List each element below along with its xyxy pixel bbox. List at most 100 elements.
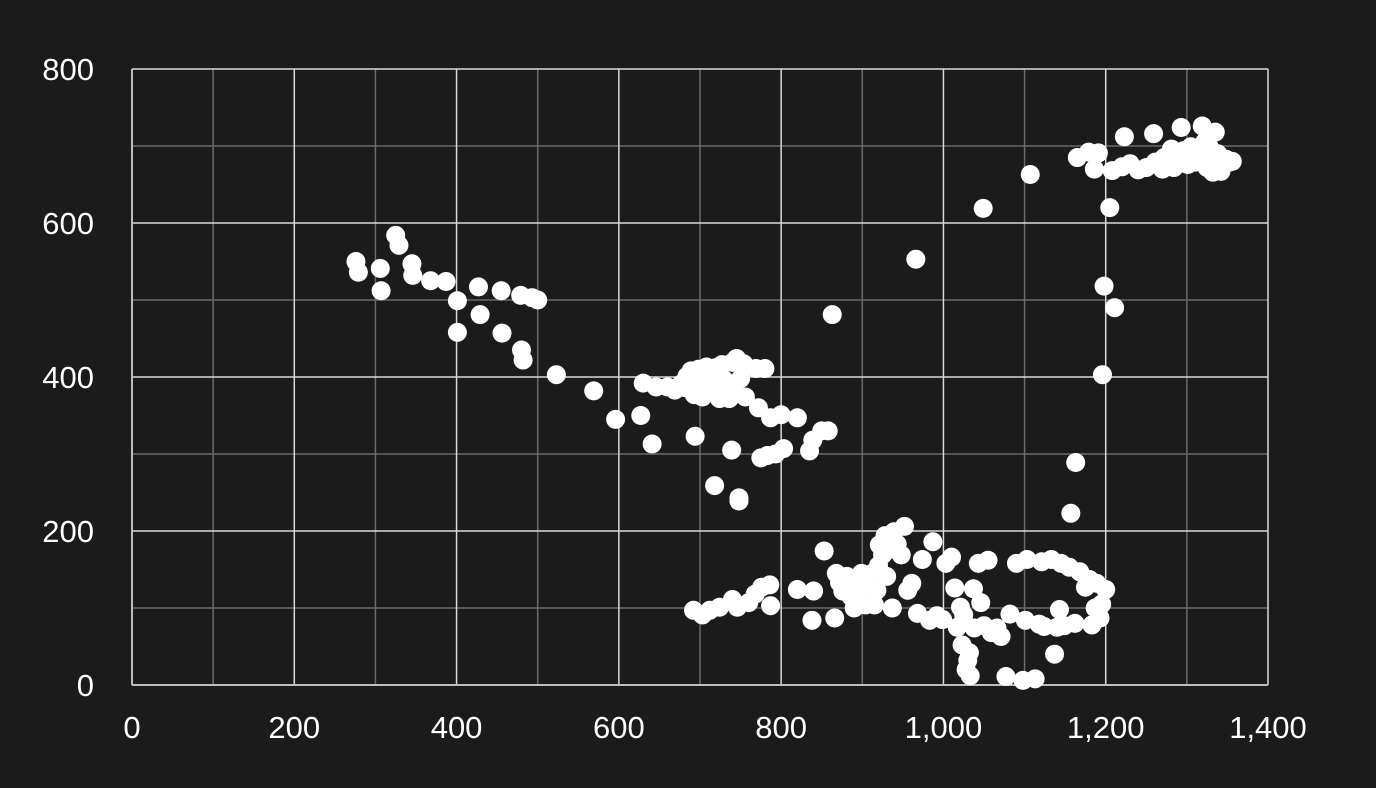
data-point	[978, 550, 998, 570]
x-tick-label: 200	[268, 710, 320, 745]
data-point	[1096, 580, 1116, 600]
data-point	[1100, 198, 1120, 218]
y-tick-label: 0	[77, 668, 94, 703]
data-point	[1094, 276, 1114, 296]
data-point	[1045, 644, 1065, 664]
data-point	[804, 581, 824, 601]
data-point	[760, 575, 780, 595]
x-tick-label: 0	[123, 710, 140, 745]
data-point	[822, 305, 842, 325]
data-point	[877, 566, 897, 586]
data-point	[894, 516, 914, 536]
y-tick-labels: 0 200 400 600 800	[42, 52, 94, 703]
data-point	[787, 580, 807, 600]
data-point	[1000, 604, 1020, 624]
data-point	[1061, 503, 1081, 523]
data-point	[959, 643, 979, 663]
data-point	[389, 235, 409, 255]
data-point	[468, 277, 488, 297]
data-point	[891, 545, 911, 565]
data-points	[346, 116, 1242, 690]
data-point	[755, 359, 775, 379]
data-point	[348, 262, 368, 282]
x-tick-label: 600	[593, 710, 645, 745]
data-point	[447, 322, 467, 342]
data-point	[403, 265, 423, 285]
data-point	[729, 491, 749, 511]
data-point	[1222, 151, 1242, 171]
data-point	[436, 272, 456, 292]
data-point	[991, 626, 1011, 646]
data-point	[705, 476, 725, 496]
data-point	[642, 434, 662, 454]
data-point	[513, 350, 533, 370]
data-point	[864, 595, 884, 615]
data-point	[954, 605, 974, 625]
y-tick-label: 800	[42, 52, 94, 87]
data-point	[731, 369, 751, 389]
data-point	[1065, 613, 1085, 633]
data-point	[371, 281, 391, 301]
data-point	[971, 593, 991, 613]
data-point	[912, 549, 932, 569]
data-point	[761, 596, 781, 616]
data-point	[802, 610, 822, 630]
data-point	[1092, 365, 1112, 385]
y-tick-label: 600	[42, 206, 94, 241]
major-gridlines	[132, 68, 1269, 685]
data-point	[735, 387, 755, 407]
data-point	[825, 608, 845, 628]
data-point	[973, 198, 993, 218]
data-point	[491, 281, 511, 301]
x-tick-label: 1,000	[905, 710, 983, 745]
data-point	[470, 305, 490, 325]
x-tick-label: 1,400	[1229, 710, 1307, 745]
data-point	[945, 578, 965, 598]
x-tick-label: 400	[431, 710, 483, 745]
data-point	[1049, 600, 1069, 620]
data-point	[528, 290, 548, 310]
data-point	[882, 598, 902, 618]
data-point	[1020, 164, 1040, 184]
data-point	[1088, 143, 1108, 163]
data-point	[722, 440, 742, 460]
data-point	[923, 532, 943, 552]
data-point	[584, 381, 604, 401]
data-point	[1017, 549, 1037, 569]
data-point	[1205, 122, 1225, 142]
data-point	[1025, 669, 1045, 689]
data-point	[1092, 594, 1112, 614]
x-tick-labels: 0 200 400 600 800 1,000 1,200 1,400	[123, 710, 1306, 745]
axes	[131, 69, 1268, 686]
data-point	[421, 271, 441, 291]
data-point	[996, 667, 1016, 687]
data-point	[1114, 127, 1134, 147]
data-point	[774, 439, 794, 459]
data-point	[867, 580, 887, 600]
data-point	[1090, 608, 1110, 628]
data-point	[942, 547, 962, 567]
data-point	[771, 405, 791, 425]
data-point	[492, 323, 512, 343]
data-point	[787, 408, 807, 428]
y-tick-label: 200	[42, 514, 94, 549]
x-tick-label: 800	[755, 710, 807, 745]
x-tick-label: 1,200	[1067, 710, 1145, 745]
data-point	[1105, 298, 1125, 318]
data-point	[606, 409, 626, 429]
data-point	[546, 365, 566, 385]
data-point	[960, 666, 980, 686]
data-point	[1066, 452, 1086, 472]
data-point	[685, 426, 705, 446]
data-point	[906, 249, 926, 269]
data-point	[933, 610, 953, 630]
data-point	[902, 573, 922, 593]
data-point	[1084, 159, 1104, 179]
data-point	[447, 291, 467, 311]
y-tick-label: 400	[42, 360, 94, 395]
data-point	[370, 258, 390, 278]
data-point	[1171, 118, 1191, 138]
data-point	[814, 541, 834, 561]
